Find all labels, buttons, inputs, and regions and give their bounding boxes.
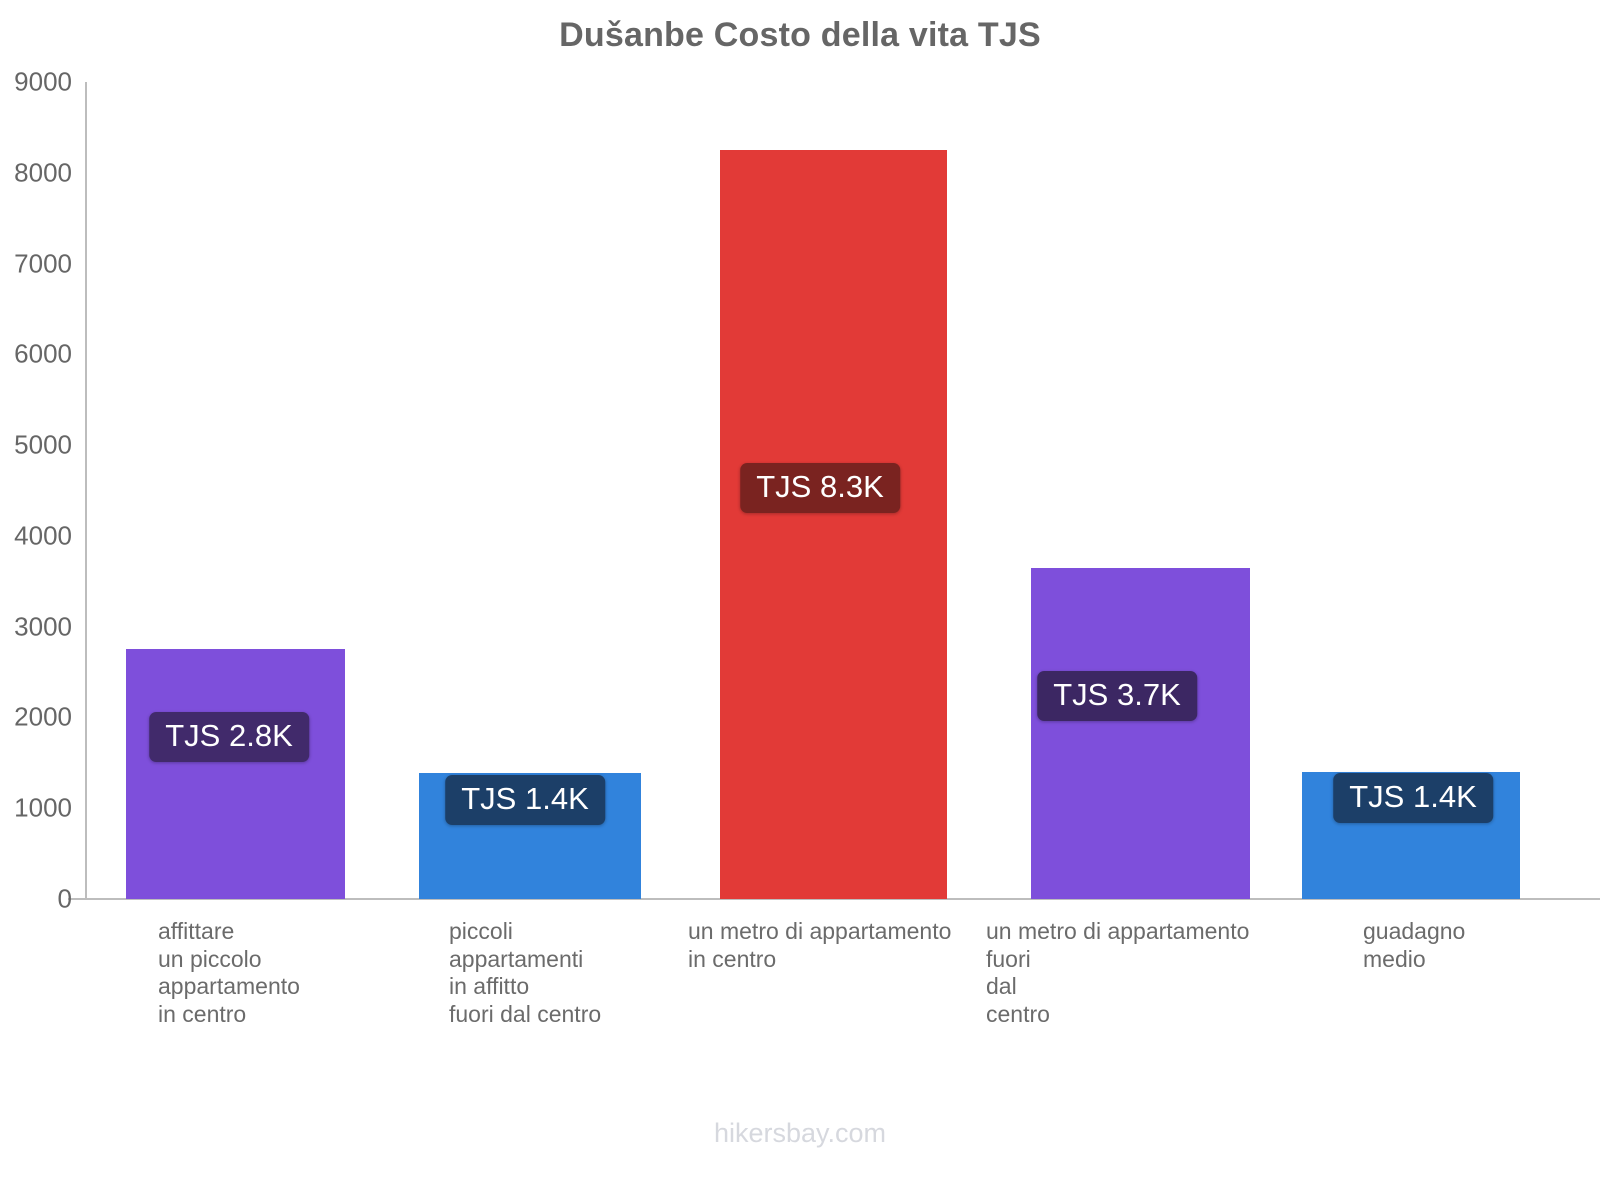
y-axis-line <box>85 82 87 900</box>
x-axis-category-label: un metro di appartamento fuori dal centr… <box>986 918 1250 1027</box>
y-axis-tick-label: 5000 <box>14 429 72 460</box>
y-axis-tick-label: 8000 <box>14 157 72 188</box>
y-axis-tick-label: 2000 <box>14 701 72 732</box>
bar-value-label: TJS 2.8K <box>149 712 309 762</box>
bar-value-label: TJS 8.3K <box>740 463 900 513</box>
x-axis-category-label: guadagno medio <box>1363 918 1466 972</box>
bar-value-label: TJS 1.4K <box>1333 773 1493 823</box>
plot-area: 0 1000 2000 3000 4000 5000 6000 7000 8000 9000 <box>14 67 1600 914</box>
bar-value-label: TJS 3.7K <box>1037 671 1197 721</box>
x-axis-category-label: un metro di appartamento in centro <box>688 918 952 972</box>
bar[interactable] <box>126 649 345 899</box>
bar[interactable] <box>720 150 947 899</box>
y-axis-tick-label: 1000 <box>14 792 72 823</box>
watermark: hikersbay.com <box>713 1118 887 1148</box>
chart-title: Dušanbe Costo della vita TJS <box>559 16 1041 54</box>
y-axis-tick-label: 3000 <box>14 611 72 642</box>
y-axis-tick-label: 9000 <box>14 66 72 97</box>
y-axis-tick-label: 4000 <box>14 520 72 551</box>
y-axis-tick-label: 0 <box>57 883 72 914</box>
x-axis-category-label: piccoli appartamenti in affitto fuori da… <box>449 918 602 1027</box>
bar-value-label: TJS 1.4K <box>445 775 605 825</box>
x-axis-line <box>68 898 1600 900</box>
y-axis-tick-label: 6000 <box>14 338 72 369</box>
x-axis-category-label: affittare un piccolo appartamento in cen… <box>158 918 300 1027</box>
y-axis-tick-label: 7000 <box>14 248 72 279</box>
bar[interactable] <box>1031 567 1250 899</box>
